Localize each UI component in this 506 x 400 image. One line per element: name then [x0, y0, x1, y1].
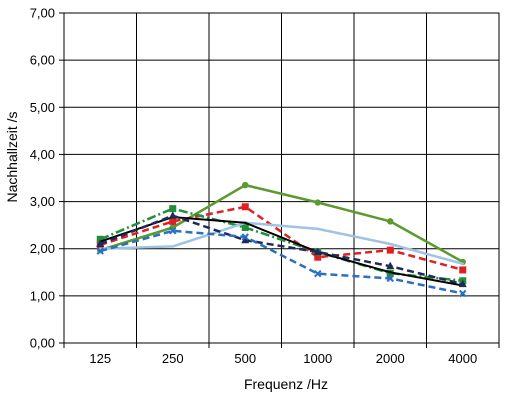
y-axis-title: Nachhallzeit /s [4, 111, 20, 202]
y-tick-label: 7,00 [30, 6, 55, 21]
series-6 [96, 211, 467, 288]
data-point [241, 233, 249, 241]
x-tick-label: 500 [234, 351, 256, 366]
tick-labels: 0,00 1,00 2,00 3,00 4,00 5,00 6,00 7,00 125 250 50… [30, 6, 478, 367]
data-point [241, 235, 250, 244]
data-point [169, 217, 177, 225]
data-point [314, 199, 321, 206]
y-tick-label: 0,00 [30, 336, 55, 351]
y-tick-label: 4,00 [30, 147, 55, 162]
data-point [389, 242, 392, 246]
data-point [241, 203, 249, 211]
data-point [314, 269, 322, 278]
data-point [386, 274, 394, 283]
data-point [389, 271, 392, 274]
y-tick-label: 6,00 [30, 53, 55, 68]
x-tick-label: 250 [162, 351, 184, 366]
y-tick-label: 2,00 [30, 241, 55, 256]
series-line [99, 216, 463, 287]
x-tick-label: 125 [89, 351, 111, 366]
data-point [386, 261, 395, 270]
x-tick-label: 4000 [448, 351, 477, 366]
data-point [169, 227, 177, 235]
data-point [96, 235, 104, 243]
data-point [458, 279, 467, 288]
data-point [171, 245, 174, 248]
data-point [96, 239, 105, 247]
data-point [241, 224, 249, 231]
y-tick-label: 3,00 [30, 194, 55, 209]
data-point [169, 205, 177, 213]
data-point [168, 211, 177, 219]
data-point [96, 247, 104, 255]
data-point [313, 247, 322, 256]
data-point [461, 262, 464, 265]
series-line [100, 221, 464, 266]
data-point [386, 246, 394, 254]
data-point [316, 227, 319, 231]
x-axis-title: Frequenz /Hz [244, 376, 328, 392]
data-point [459, 289, 467, 298]
series-line [99, 205, 464, 272]
grid [59, 12, 500, 348]
series-line [99, 229, 464, 295]
data-point [242, 181, 249, 189]
data-point [459, 266, 467, 274]
data-point [314, 253, 322, 261]
x-tick-label: 1000 [303, 351, 332, 366]
series-group [96, 181, 467, 298]
series-7 [96, 227, 467, 298]
y-tick-label: 5,00 [30, 100, 55, 115]
x-tick-label: 2000 [376, 351, 405, 366]
series-line [99, 183, 464, 263]
series-line [99, 214, 464, 286]
data-point [387, 218, 394, 225]
data-point [244, 221, 247, 224]
series-line [99, 207, 463, 283]
y-tick-label: 1,00 [30, 288, 55, 303]
